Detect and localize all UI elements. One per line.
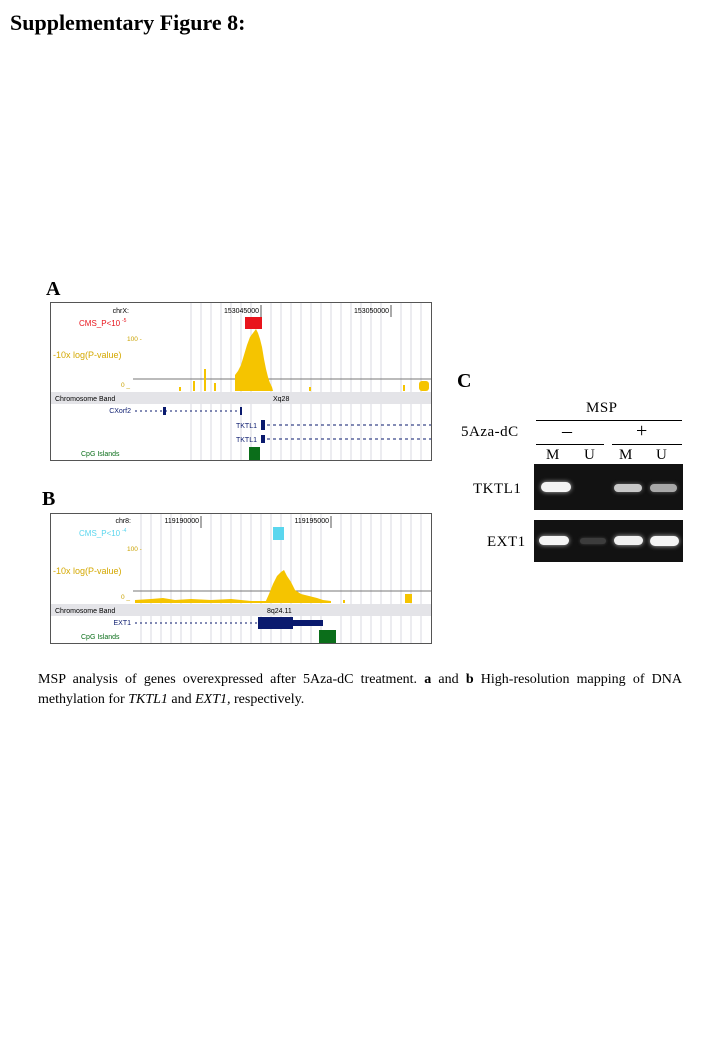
panel-a-signal-bar [403, 385, 405, 391]
caption-b: b [465, 672, 474, 687]
gel-band [539, 536, 569, 545]
panel-b-signal-baseline [135, 598, 266, 603]
gel-band [650, 484, 677, 492]
panel-b-cms-label: CMS_P<10 [79, 529, 121, 538]
panel-b-gene1-label: EXT1 [113, 620, 131, 627]
panel-a-y0-label: 0 _ [121, 382, 130, 389]
caption-gene1: TKTL1 [128, 692, 168, 707]
msp-underline [536, 420, 682, 421]
caption-part3: respectively. [230, 692, 305, 707]
caption-and: and [431, 672, 466, 687]
panel-a-signal-bar [214, 383, 216, 391]
panel-b-cms-block [273, 527, 284, 540]
panel-b-band-row [51, 604, 431, 616]
treatment-plus: + [636, 420, 648, 442]
panel-a-gene2-label: TKTL1 [236, 423, 257, 430]
panel-b-tick1-label: 119190000 [164, 518, 199, 525]
panel-b-gridlines [140, 514, 422, 643]
panel-b-letter: B [42, 488, 56, 510]
lane-label-m2: M [619, 447, 633, 463]
gel-band [614, 536, 643, 545]
panel-b-signal-bar [405, 594, 412, 603]
plus-underline [612, 444, 682, 445]
panel-a-gene3-exon [261, 435, 265, 443]
panel-b-gene1-exon [258, 617, 293, 629]
panel-b-tick2-label: 119195000 [294, 518, 329, 525]
panel-b-signal-peak [265, 570, 331, 603]
panel-a-gene1-label: CXorf2 [109, 408, 131, 415]
treatment-label: 5Aza-dC [461, 424, 519, 440]
treatment-minus: – [562, 420, 573, 442]
panel-a-gridlines [190, 303, 422, 460]
gel-band [614, 484, 642, 492]
panel-a-cpg-island [249, 447, 260, 460]
gel-row-label-ext1: EXT1 [487, 534, 526, 550]
lane-label-m1: M [546, 447, 560, 463]
gel-row-label-tktl1: TKTL1 [473, 481, 522, 497]
panel-b-y0-label: 0 _ [121, 594, 130, 601]
panel-a-signal-bar [193, 381, 195, 391]
panel-a-gene1-exon [240, 407, 242, 415]
panel-a-cms-exponent: -5 [122, 318, 127, 324]
panel-a-band-value: Xq28 [273, 396, 289, 403]
panel-a-band-row [51, 392, 431, 404]
panel-a-signal-peak [235, 329, 273, 391]
panel-a-logp-label: -10x log(P-value) [53, 350, 122, 360]
minus-underline [536, 444, 604, 445]
gel-band [650, 536, 679, 546]
caption-part2: High-resolution mapping of DNA methylati… [38, 672, 682, 707]
panel-b-signal-bar [343, 600, 345, 603]
panel-a-chrom-label: chrX: [113, 308, 129, 315]
panel-c-letter: C [457, 370, 472, 392]
panel-a-cms-block [245, 317, 262, 329]
lane-label-u1: U [584, 447, 596, 463]
panel-a-band-label: Chromosome Band [55, 396, 115, 403]
msp-header: MSP [586, 400, 618, 416]
panel-a-gene2-exon [261, 420, 265, 430]
caption-part1: MSP analysis of genes overexpressed afte… [38, 672, 425, 687]
panel-a-signal-bar [179, 387, 181, 391]
gel-band [580, 538, 606, 544]
panel-a-tick2-label: 153050000 [354, 308, 389, 315]
panel-a-cpg-label: CpG Islands [81, 451, 120, 458]
gel-band [541, 482, 571, 492]
panel-a-y100-label: 100 - [127, 336, 142, 343]
panel-b-gene1-utr [293, 620, 323, 626]
caption-a: a [424, 672, 432, 687]
figure-caption: MSP analysis of genes overexpressed afte… [38, 670, 682, 710]
panel-a-cms-label: CMS_P<10 [79, 319, 121, 328]
panel-a-gene1-exon [163, 407, 166, 415]
figure-title: Supplementary Figure 8: [10, 10, 246, 35]
panel-b-band-label: Chromosome Band [55, 608, 115, 615]
panel-b-browser-svg: chr8: 119190000 119195000 CMS_P<10 -4 10… [51, 514, 431, 643]
gel-image-ext1 [534, 520, 683, 562]
panel-a-genome-track: chrX: 153045000 153050000 CMS_P<10 -5 10… [50, 302, 432, 461]
panel-a-letter: A [46, 278, 61, 300]
panel-a-signal-bar [309, 387, 311, 391]
panel-a-gene3-label: TKTL1 [236, 437, 257, 444]
lane-label-u2: U [656, 447, 668, 463]
panel-b-genome-track: chr8: 119190000 119195000 CMS_P<10 -4 10… [50, 513, 432, 644]
caption-and2: and [167, 692, 196, 707]
gel-image-tktl1 [534, 464, 683, 510]
panel-b-cpg-island [319, 630, 336, 643]
panel-b-logp-label: -10x log(P-value) [53, 566, 122, 576]
panel-b-cms-exponent: -4 [122, 528, 127, 534]
panel-b-band-value: 8q24.11 [267, 608, 292, 615]
panel-a-browser-svg: chrX: 153045000 153050000 CMS_P<10 -5 10… [51, 303, 431, 460]
panel-a-signal-bar [204, 369, 206, 391]
caption-gene2: EXT1, [195, 692, 231, 707]
panel-b-cpg-label: CpG Islands [81, 634, 120, 641]
panel-a-tick1-label: 153045000 [224, 308, 259, 315]
panel-b-y100-label: 100 - [127, 546, 142, 553]
panel-a-signal-bar [419, 381, 429, 391]
panel-b-chrom-label: chr8: [115, 518, 131, 525]
